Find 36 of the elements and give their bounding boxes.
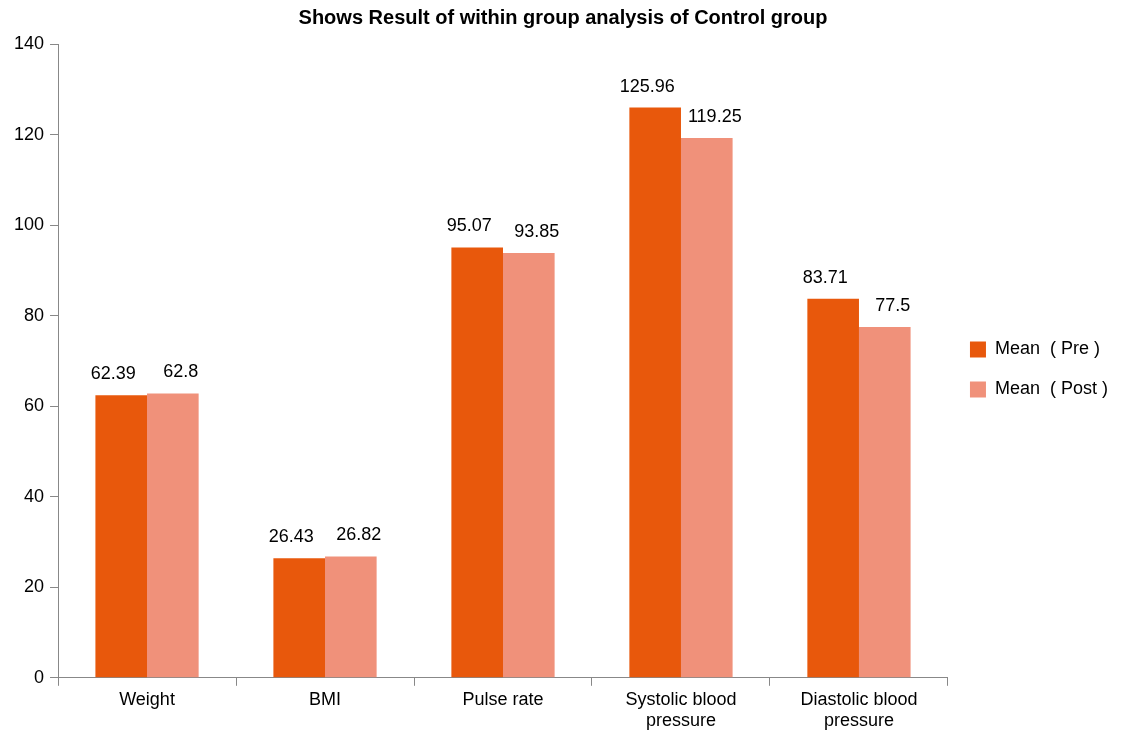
x-tick-label: Pulse rate <box>462 688 544 709</box>
bar <box>807 298 859 678</box>
bar <box>95 395 148 678</box>
data-label: 62.8 <box>163 361 199 382</box>
y-tick-label: 140 <box>13 32 45 53</box>
y-tick-label: 60 <box>24 395 45 416</box>
data-label: 26.43 <box>268 526 314 547</box>
legend-label: Mean ( Pre ) <box>994 338 1100 359</box>
y-tick-label: 80 <box>24 304 45 325</box>
data-label: 83.71 <box>802 266 848 287</box>
y-tick-label: 40 <box>24 485 45 506</box>
data-label: 26.82 <box>336 524 382 545</box>
legend-label: Mean ( Post ) <box>994 378 1109 399</box>
bar <box>629 107 681 678</box>
y-tick-label: 0 <box>34 666 45 687</box>
bar <box>680 137 733 678</box>
y-tick-label: 120 <box>13 123 45 144</box>
data-label: 95.07 <box>446 215 492 236</box>
x-tick-label: Weight <box>119 688 175 709</box>
x-tick-label: Diastolic blood pressure <box>800 688 918 731</box>
data-label: 119.25 <box>687 105 742 126</box>
bar <box>273 558 326 678</box>
x-tick-label: Systolic blood pressure <box>625 688 737 731</box>
y-tick-label: 20 <box>24 576 45 597</box>
bar <box>147 393 199 678</box>
bar <box>451 247 503 678</box>
data-label: 62.39 <box>90 363 136 384</box>
data-label: 77.5 <box>875 294 911 315</box>
chart-title: Shows Result of within group analysis of Control group <box>298 5 828 28</box>
bar <box>325 556 377 678</box>
data-label: 93.85 <box>514 220 560 241</box>
y-tick-label: 100 <box>13 214 45 235</box>
bar <box>503 252 555 678</box>
data-label: 125.96 <box>619 75 675 96</box>
bar <box>858 326 911 678</box>
x-tick-label: BMI <box>309 688 342 709</box>
